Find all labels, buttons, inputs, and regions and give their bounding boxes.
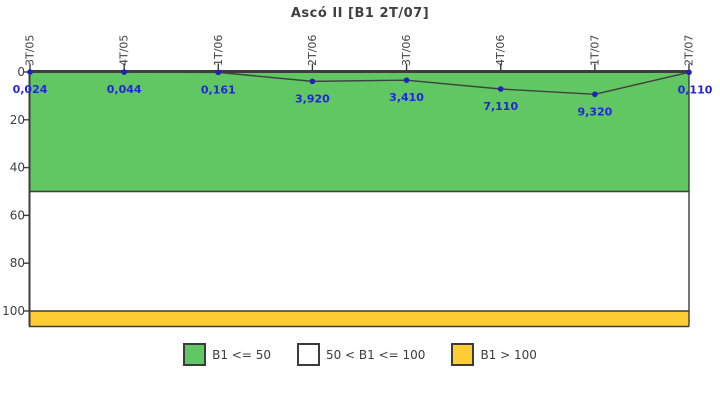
band-green xyxy=(30,72,689,192)
y-tick-label: 40 xyxy=(10,161,25,175)
y-tick-label: 100 xyxy=(2,304,25,318)
data-point xyxy=(121,69,127,75)
y-tick-label: 0 xyxy=(17,65,25,79)
data-point xyxy=(686,69,692,76)
x-tick-label: 4T/05 xyxy=(118,35,131,66)
legend-label: B1 > 100 xyxy=(480,347,537,362)
x-tick-label: 4T/06 xyxy=(494,35,507,66)
data-point-label: 3,410 xyxy=(389,91,424,104)
data-point-label: 9,320 xyxy=(577,105,612,118)
x-tick-label: 3T/05 xyxy=(24,35,37,66)
legend-label: 50 < B1 <= 100 xyxy=(325,347,426,362)
data-point xyxy=(403,77,410,83)
data-point-label: 0,044 xyxy=(107,83,142,96)
legend: B1 <= 50 50 < B1 <= 100 B1 > 100 xyxy=(0,343,720,366)
y-tick-label: 60 xyxy=(10,208,25,222)
x-tick-label: 1T/06 xyxy=(212,35,225,66)
y-tick-label: 20 xyxy=(10,113,25,127)
legend-swatch-green-icon xyxy=(183,343,207,366)
chart-canvas: 3T/05 4T/05 1T/06 2T/06 3T/06 4T/06 1T/07 2T/07… xyxy=(2,35,713,328)
band-white xyxy=(30,191,689,311)
legend-item-b1-50-100: 50 < B1 <= 100 xyxy=(296,343,426,366)
data-point-label: 0,024 xyxy=(13,83,48,96)
legend-item-b1-gt-100: B1 > 100 xyxy=(451,343,537,366)
data-point-label: 0,161 xyxy=(201,83,236,96)
y-tick-label: 80 xyxy=(10,256,25,270)
legend-label: B1 <= 50 xyxy=(212,347,271,362)
data-point-label: 3,920 xyxy=(295,92,330,105)
x-tick-label: 1T/07 xyxy=(588,35,601,66)
data-point xyxy=(497,86,504,92)
chart-title: Ascó II [B1 2T/07] xyxy=(290,6,430,21)
x-tick-label: 2T/06 xyxy=(306,35,319,66)
legend-item-b1-le-50: B1 <= 50 xyxy=(183,343,271,366)
data-point xyxy=(309,78,316,85)
series-line-B1 xyxy=(29,71,690,95)
data-point-label: 0,110 xyxy=(678,83,713,96)
legend-swatch-yellow-icon xyxy=(451,343,475,366)
data-point-label: 7,110 xyxy=(483,100,518,113)
data-point xyxy=(592,91,598,98)
band-yellow xyxy=(30,311,689,327)
x-tick-label: 2T/07 xyxy=(683,35,696,66)
x-tick-label: 3T/06 xyxy=(400,35,413,66)
data-point xyxy=(27,69,33,75)
legend-swatch-white-icon xyxy=(296,343,320,366)
data-point xyxy=(215,69,222,76)
